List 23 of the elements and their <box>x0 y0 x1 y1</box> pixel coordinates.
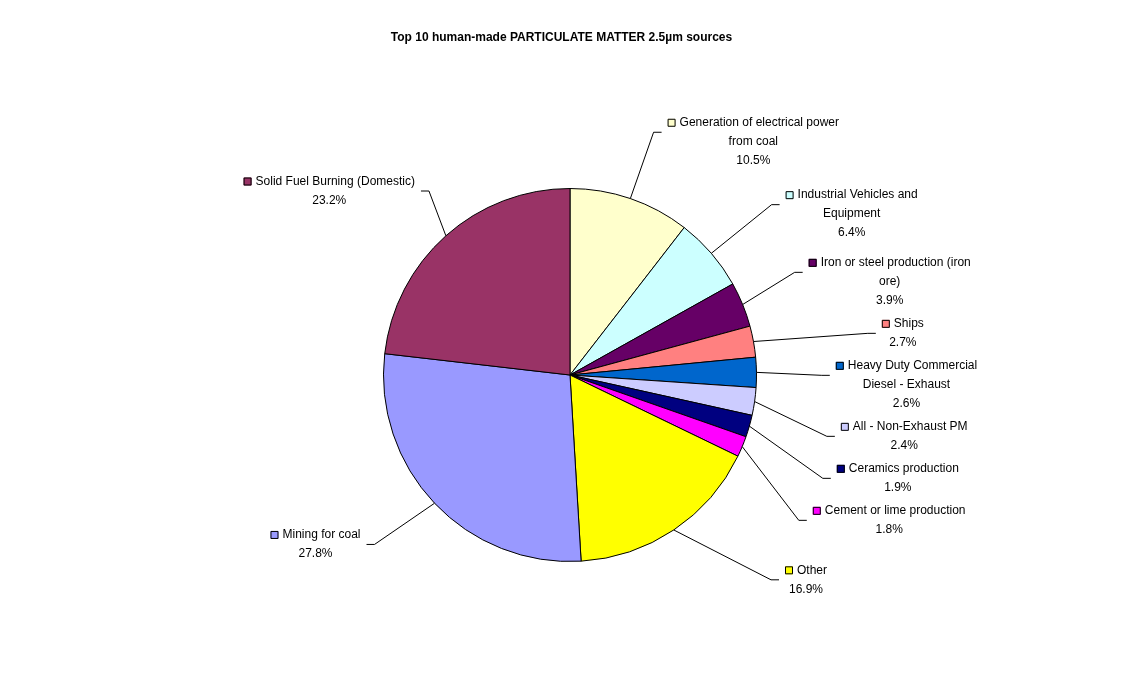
legend-label: Iron or steel production (iron ore) <box>820 255 971 289</box>
legend-label: All - Non-Exhaust PM <box>852 419 968 434</box>
data-label: 27.8% <box>298 546 333 561</box>
legend-label: Solid Fuel Burning (Domestic) <box>255 173 415 188</box>
data-label: 2.7% <box>889 335 917 350</box>
chart-title: Top 10 human-made PARTICULATE MATTER 2.5µm sources <box>390 30 733 45</box>
data-label: 1.8% <box>875 522 904 537</box>
legend-label: Industrial Vehicles and Equipment <box>797 187 918 221</box>
data-label: 1.9% <box>884 480 912 495</box>
legend-label: Cement or lime production <box>824 503 966 518</box>
data-label: 2.4% <box>890 438 919 453</box>
legend-label: Ceramics production <box>848 461 959 476</box>
data-label: 10.5% <box>736 153 771 168</box>
data-label: 3.9% <box>876 293 904 308</box>
legend-label: Ships <box>893 316 924 331</box>
legend-label: Heavy Duty Commercial Diesel - Exhaust <box>847 358 978 392</box>
data-label: 16.9% <box>789 581 824 596</box>
legend-label: Other <box>797 562 828 577</box>
legend-label: Generation of electrical power from coal <box>679 115 840 149</box>
legend-label: Mining for coal <box>282 527 361 542</box>
data-label: 6.4% <box>837 225 866 240</box>
data-label: 2.6% <box>892 396 921 411</box>
data-label: 23.2% <box>312 192 347 207</box>
